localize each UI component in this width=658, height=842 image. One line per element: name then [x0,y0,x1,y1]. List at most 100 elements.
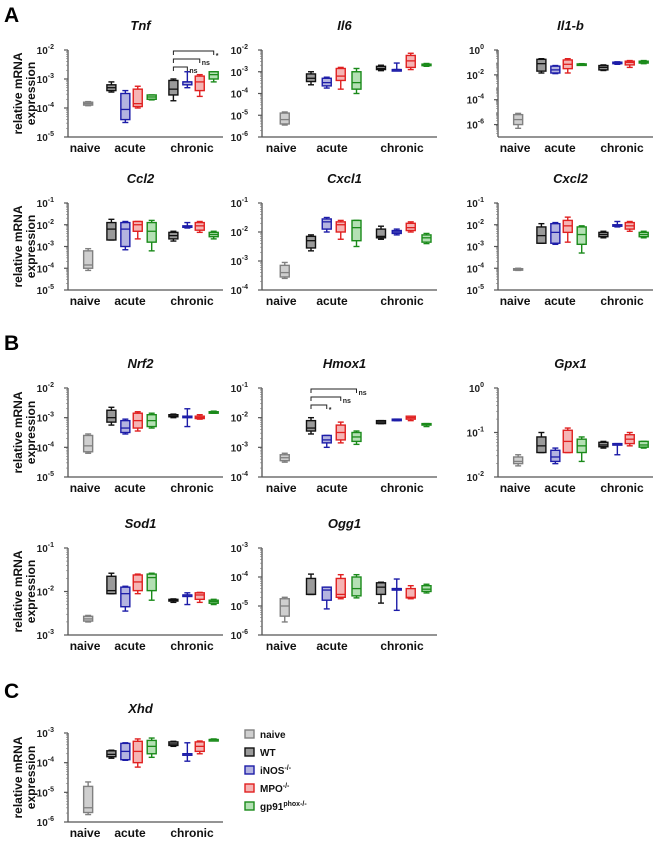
y-tick-label: 10-5 [37,131,54,144]
y-tick-label: 10-3 [37,727,54,740]
box-acute-mpo [335,219,346,240]
box-iqr [321,434,332,444]
box-chronic-mpo [624,431,635,447]
significance-label: * [329,407,332,414]
y-tick-label: 10-2 [37,219,54,232]
panel-sod1: Sod1 10-1 10-2 10-3 naive acute chronic relativ… [11,516,223,653]
x-label-acute: acute [316,639,348,653]
y-tick-exponent: -1 [48,542,54,549]
x-label-chronic: chronic [380,481,424,495]
box-acute-wt [106,81,117,93]
box-chronic-wt [375,581,387,604]
panel-ogg1: Ogg1 10-3 10-4 10-5 10-6 naive acute chronic [231,516,437,653]
y-tick-label: 10-4 [37,102,54,115]
significance-label: * [216,53,219,60]
box-iqr [120,419,131,434]
panel-letter-c: C [4,680,19,703]
box-iqr [106,221,117,241]
y-tick-exponent: -2 [478,69,484,76]
box-iqr [120,586,131,608]
y-tick-label: 10-2 [37,44,54,57]
x-label-naive: naive [70,141,101,155]
box-acute-gp91 [351,573,362,599]
y-tick-exponent: -3 [48,727,54,734]
y-tick-label: 10-3 [231,441,248,454]
panel-title: Gpx1 [554,356,587,371]
box-naive-naive [82,614,94,623]
significance-label: ns [343,398,351,405]
box-iqr [335,221,346,233]
box-chronic-wt [168,78,179,102]
y-tick-label: 100 [469,44,484,57]
box-acute-inos [550,447,561,465]
panel-ccl2: Ccl2 10-1 10-2 10-3 10-4 10-5 naive acute chroni… [11,171,223,308]
y-tick-label: 10-4 [37,262,54,275]
box-chronic-mpo [194,414,205,420]
y-axis-label: relative mRNAexpression [11,391,38,473]
panel-tnf: Tnf 10-2 10-3 10-4 10-5 naive acute chronic rela… [11,18,223,155]
y-axis-label: relative mRNAexpression [11,550,38,632]
y-tick-label: 10-3 [37,412,54,425]
legend-label-text: iNOS [260,766,285,777]
box-iqr [550,222,561,244]
box-acute-wt [305,234,317,252]
legend-label-text: WT [260,748,276,759]
y-tick-exponent: -5 [478,284,484,291]
box-iqr [321,586,332,601]
box-iqr [208,71,219,80]
legend-item-wt: WT [244,747,276,759]
panel-title: Hmox1 [323,356,366,371]
box-acute-gp91 [351,67,362,95]
x-label-naive: naive [500,141,531,155]
box-chronic-wt [168,413,179,419]
box-chronic-wt [168,230,179,242]
y-axis-label-line2: expression [24,401,38,464]
significance-bracket [310,404,328,409]
box-chronic-gp91 [208,598,219,606]
box-iqr [405,587,416,599]
panel-nrf2: Nrf2 10-2 10-3 10-4 10-5 naive acute chronic rel… [11,356,223,495]
y-tick-label: 100 [469,382,484,395]
y-tick-label: 10-4 [231,471,248,484]
y-tick-exponent: -6 [242,629,248,636]
y-tick-exponent: -3 [48,629,54,636]
box-acute-inos [321,586,332,610]
y-tick-label: 10-5 [467,284,484,297]
y-tick-exponent: -5 [48,284,54,291]
y-tick-label: 10-6 [231,131,248,144]
y-tick-exponent: -2 [242,412,248,419]
box-acute-inos [550,64,561,75]
y-tick-label: 10-6 [467,119,484,132]
box-chronic-gp91 [421,232,432,245]
x-label-naive: naive [500,481,531,495]
box-acute-gp91 [576,225,587,254]
panel-title: Cxcl2 [553,171,588,186]
y-tick-exponent: -1 [478,427,484,434]
x-label-acute: acute [316,294,348,308]
box-iqr [536,436,547,454]
box-chronic-gp91 [208,410,219,414]
box-iqr [351,576,362,597]
panel-il6: Il6 10-2 10-3 10-4 10-5 10-6 naive acute chronic [231,18,437,155]
y-tick-label: 10-2 [37,586,54,599]
y-tick-exponent: -2 [48,219,54,226]
panel-title: Ogg1 [328,516,361,531]
x-label-naive: naive [266,639,297,653]
box-naive-naive [512,112,524,130]
box-acute-wt [106,749,117,759]
box-iqr [550,449,561,463]
y-tick-label: 10-4 [231,284,248,297]
box-acute-inos [321,434,332,449]
y-tick-exponent: -1 [48,197,54,204]
significance-bracket [310,396,342,401]
box-acute-mpo [132,411,143,432]
box-naive-naive [82,247,94,272]
box-iqr [106,409,117,423]
box-naive-naive [279,261,290,280]
x-label-chronic: chronic [170,294,214,308]
box-acute-wt [305,71,317,86]
box-iqr [351,71,362,90]
y-tick-label: 10-1 [467,197,484,210]
